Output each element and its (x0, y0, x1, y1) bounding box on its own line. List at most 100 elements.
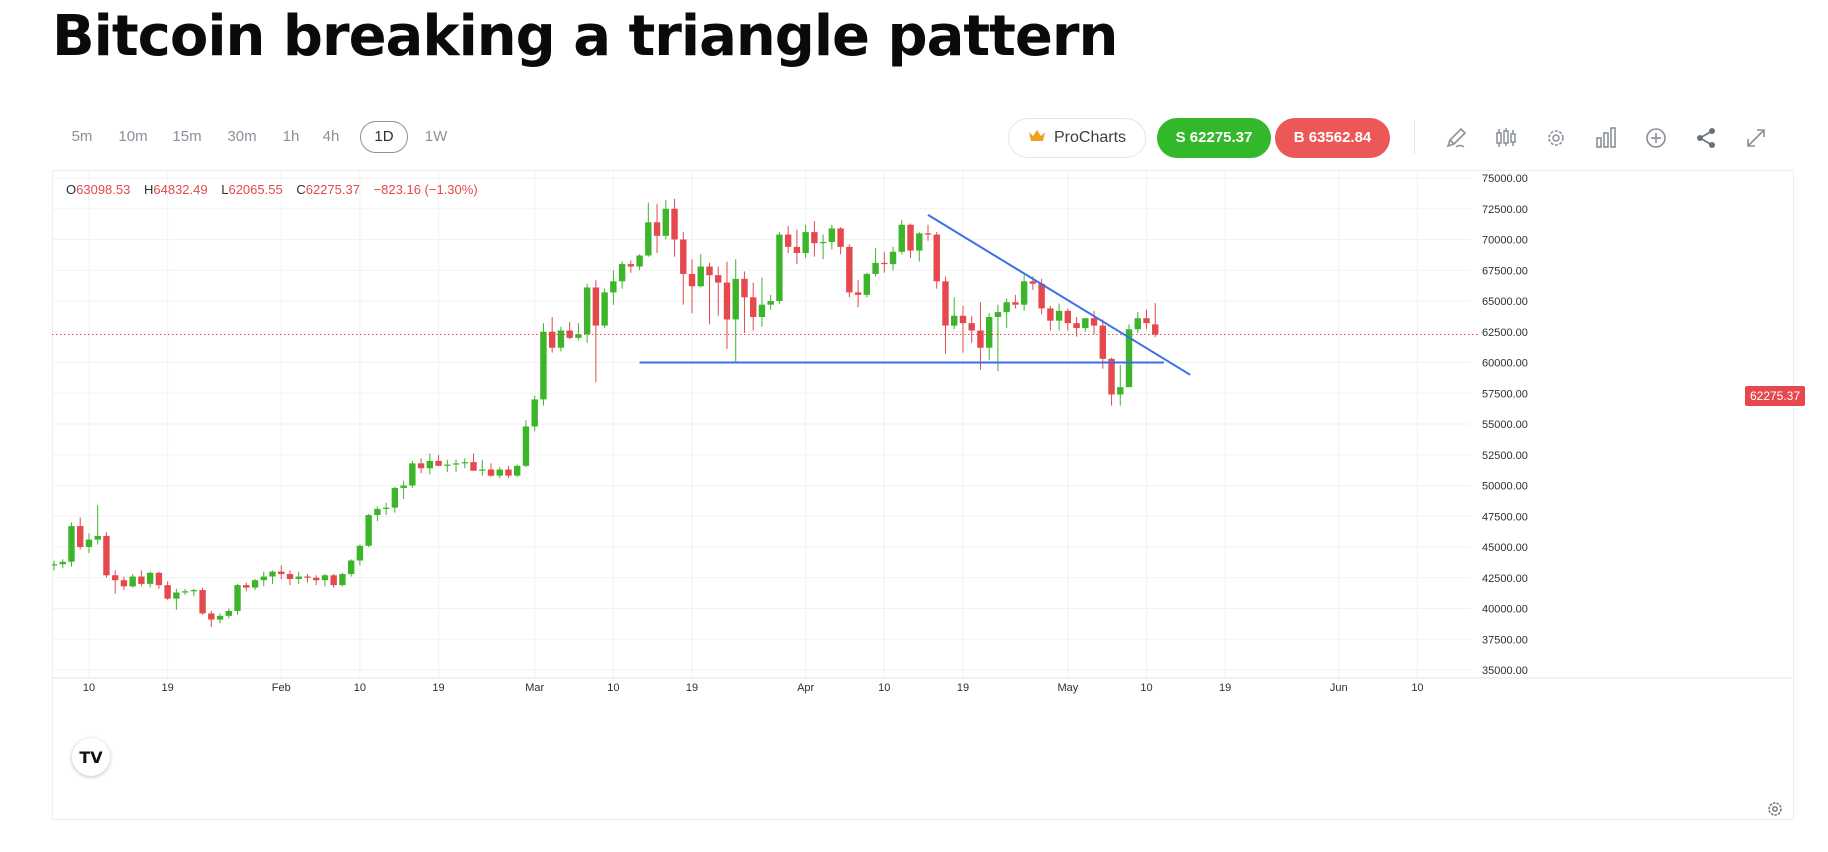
gear-icon[interactable] (1542, 124, 1570, 152)
open-value: 63098.53 (76, 182, 131, 197)
timeframe-4h[interactable]: 4h (322, 128, 340, 145)
timeframe-10m[interactable]: 10m (118, 128, 148, 145)
ohlc-readout: O63098.53 H64832.49 L62065.55 C62275.37 … (66, 182, 488, 197)
candle-body (758, 304, 766, 317)
candle-body (1117, 387, 1124, 395)
candle-body (653, 222, 661, 236)
candle-body (505, 469, 512, 476)
y-tick-label: 50000.00 (1482, 481, 1528, 493)
y-tick-label: 37500.00 (1482, 634, 1528, 646)
candle-body (531, 399, 538, 427)
candle-body (1012, 302, 1019, 305)
x-tick-label: Mar (525, 682, 544, 694)
candle-body (715, 275, 722, 283)
expand-icon[interactable] (1742, 124, 1770, 152)
timeframe-1h[interactable]: 1h (282, 128, 300, 145)
sell-button[interactable]: S 62275.37 (1157, 118, 1271, 158)
candle-body (146, 572, 154, 584)
candle-body (811, 232, 818, 244)
axis-settings-icon[interactable] (1766, 800, 1784, 818)
candle-body (382, 507, 390, 509)
candle-body (627, 264, 635, 267)
candle-body (592, 287, 600, 326)
bar-chart-icon[interactable] (1592, 124, 1620, 152)
candle-body (1038, 283, 1045, 309)
candle-body (723, 282, 731, 320)
candle-body (199, 590, 206, 614)
candle-body (924, 233, 932, 235)
candle-body (916, 233, 923, 251)
candle-body (470, 462, 477, 471)
candles-icon[interactable] (1492, 124, 1520, 152)
candle-body (321, 575, 329, 581)
buy-button[interactable]: B 63562.84 (1275, 118, 1390, 158)
candle-body (548, 331, 556, 348)
timeframe-30m[interactable]: 30m (227, 128, 257, 145)
candle-body (1073, 323, 1080, 329)
x-tick-label: 19 (432, 682, 444, 694)
low-label: L (221, 182, 229, 197)
candle-body (863, 273, 871, 295)
procharts-button[interactable]: ProCharts (1008, 118, 1146, 158)
candle-body (933, 234, 940, 282)
candle-body (540, 331, 547, 400)
trendline-resistance (927, 214, 1191, 376)
pencil-icon[interactable] (1442, 124, 1470, 152)
candle-body (417, 463, 425, 469)
candle-body (155, 572, 163, 586)
candle-body (190, 590, 198, 592)
candle-body (1064, 310, 1072, 324)
x-tick-label: 19 (957, 682, 969, 694)
candle-body (234, 585, 241, 611)
candle-body (1090, 318, 1098, 326)
y-tick-label: 40000.00 (1482, 604, 1528, 616)
candle-body (898, 224, 905, 252)
x-tick-label: 10 (354, 682, 366, 694)
candle-body (225, 610, 232, 616)
x-tick-label: 10 (878, 682, 890, 694)
chart-frame (52, 170, 1794, 820)
candle-body (977, 330, 984, 348)
open-label: O (66, 182, 77, 197)
timeframe-15m[interactable]: 15m (172, 128, 202, 145)
candle-body (846, 246, 853, 293)
candle-body (601, 292, 608, 326)
candle-body (784, 234, 792, 247)
x-tick-label: 19 (1219, 682, 1231, 694)
timeframe-1d[interactable]: 1D (360, 121, 408, 153)
candle-body (409, 463, 416, 486)
share-icon[interactable] (1692, 124, 1720, 152)
candle-body (77, 526, 84, 547)
candle-body (347, 560, 355, 575)
candle-body (356, 545, 364, 561)
candle-body (575, 334, 582, 338)
plus-circle-icon[interactable] (1642, 124, 1670, 152)
candle-body (819, 241, 827, 244)
candle-body (1143, 318, 1150, 324)
candle-body (636, 255, 643, 267)
x-tick-label: 10 (1411, 682, 1423, 694)
candle-body (522, 426, 530, 466)
candle-body (662, 208, 669, 236)
close-label: C (296, 182, 306, 197)
candle-body (854, 292, 862, 295)
y-tick-label: 72500.00 (1482, 204, 1528, 216)
candle-body (994, 312, 1002, 317)
candle-body (802, 232, 809, 254)
candle-body (339, 574, 346, 586)
candle-body (313, 577, 320, 581)
candle-body (181, 591, 189, 593)
timeframe-1w[interactable]: 1W (424, 128, 448, 145)
last-price-tag: 62275.37 (1745, 386, 1805, 406)
x-tick-label: 10 (1140, 682, 1152, 694)
candle-body (837, 228, 844, 247)
candle-body (1047, 308, 1054, 321)
candle-body (881, 262, 888, 265)
candle-body (251, 580, 259, 588)
candle-body (750, 297, 757, 317)
candle-body (496, 469, 503, 476)
candle-body (278, 571, 285, 575)
timeframe-5m[interactable]: 5m (71, 128, 93, 145)
candlestick-chart[interactable]: 35000.00 37500.00 40000.00 42500.00 45000.00… (52, 170, 1792, 820)
candle-body (732, 278, 739, 320)
